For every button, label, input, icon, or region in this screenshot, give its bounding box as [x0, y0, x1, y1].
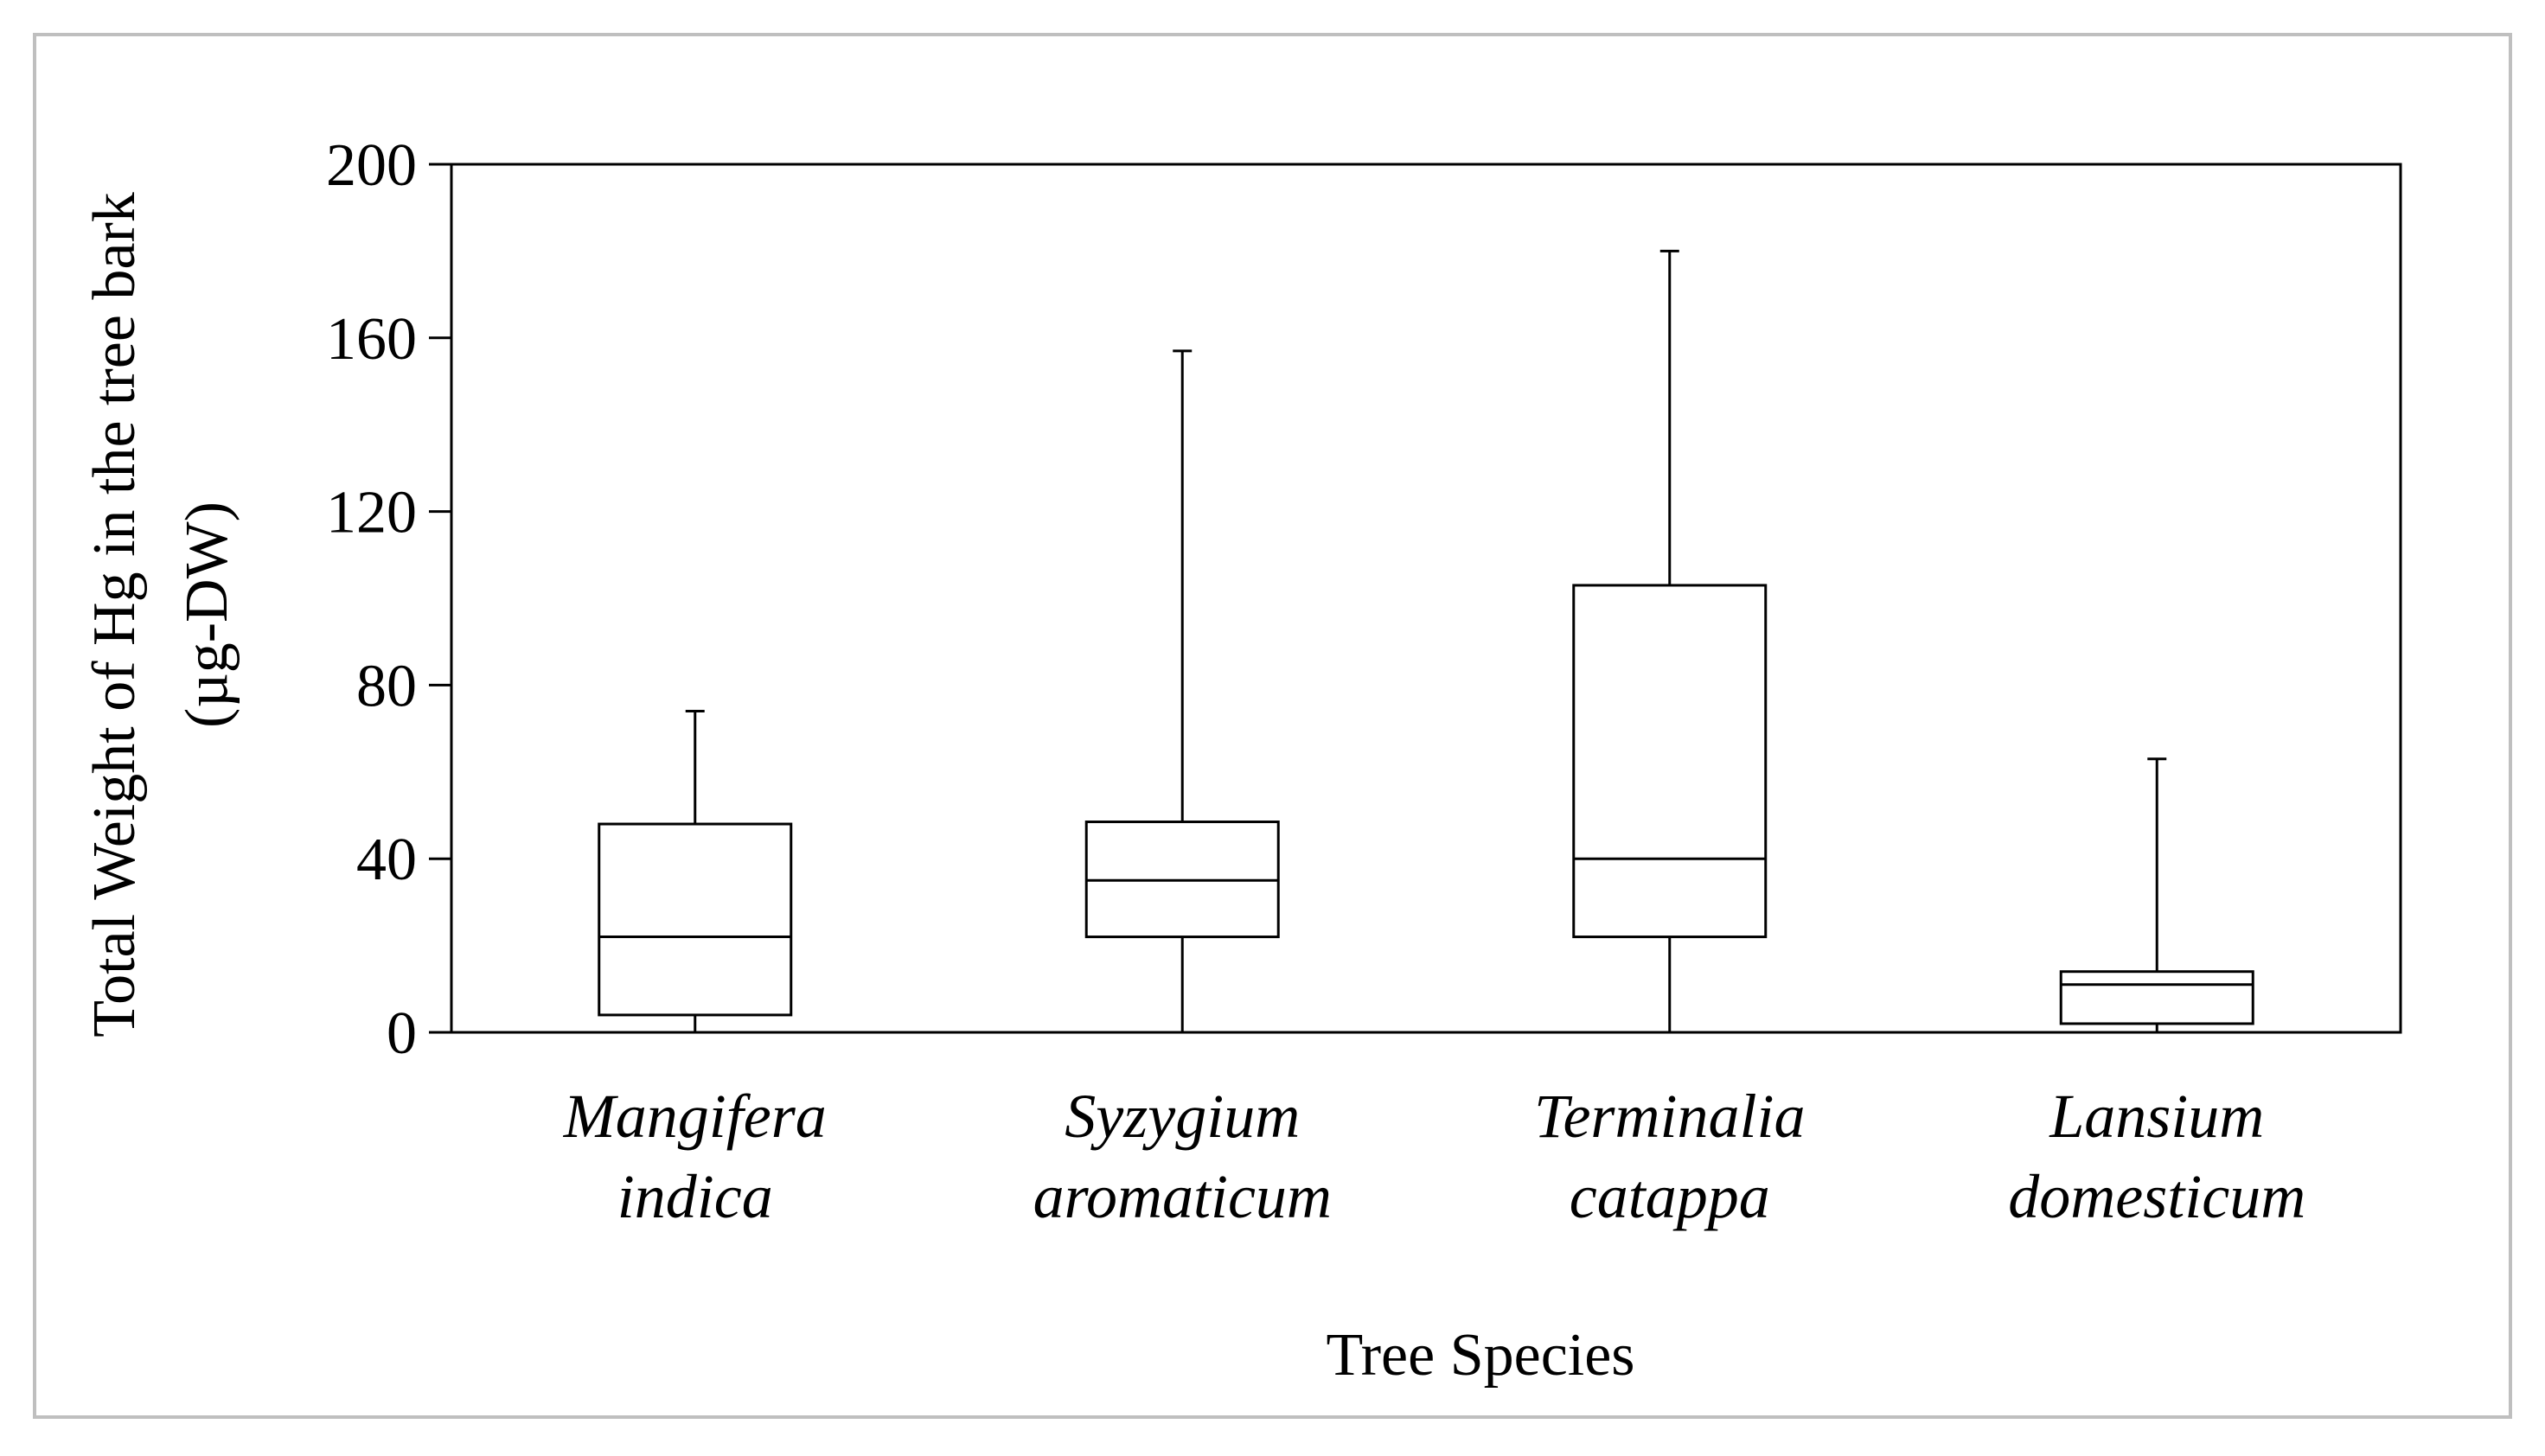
box-group — [1572, 249, 1768, 1032]
x-category-label-line2: domesticum — [2008, 1162, 2305, 1231]
y-tick-label: 40 — [356, 827, 417, 893]
box-group — [1084, 349, 1280, 1032]
iqr-box — [1572, 584, 1768, 939]
x-category-label-line1: Syzygium — [1065, 1082, 1300, 1151]
x-category-label-line2: aromaticum — [1033, 1162, 1332, 1231]
y-axis-title-line2: (µg-DW) — [174, 501, 240, 728]
iqr-box — [2059, 970, 2254, 1025]
y-tick-label: 120 — [326, 480, 417, 546]
x-axis-title: Tree Species — [1326, 1322, 1634, 1389]
iqr-box — [598, 822, 793, 1017]
y-tick-label: 200 — [326, 132, 417, 199]
y-tick-label: 160 — [326, 306, 417, 373]
box-group — [2059, 757, 2254, 1032]
x-category-label-line1: Mangifera — [563, 1082, 827, 1151]
plot-area-frame — [450, 163, 2402, 1034]
x-axis-category-labels: Mangifera indica Syzygium aromaticum Termina… — [563, 1082, 2305, 1231]
box-series — [598, 249, 2254, 1032]
x-category-label-line2: catappa — [1570, 1162, 1770, 1231]
y-axis-title-line1: Total Weight of Hg in the tree bark — [81, 192, 148, 1038]
box-group — [598, 710, 793, 1032]
y-tick-label: 80 — [356, 653, 417, 719]
y-axis-ticks: 0 40 80 120 160 200 — [326, 132, 451, 1067]
y-tick-label: 0 — [387, 1000, 417, 1067]
outer-frame — [33, 33, 2512, 1419]
x-category-label-line1: Terminalia — [1534, 1082, 1805, 1151]
x-category-label-line2: indica — [617, 1162, 773, 1231]
x-category-label-line1: Lansium — [2049, 1082, 2264, 1151]
